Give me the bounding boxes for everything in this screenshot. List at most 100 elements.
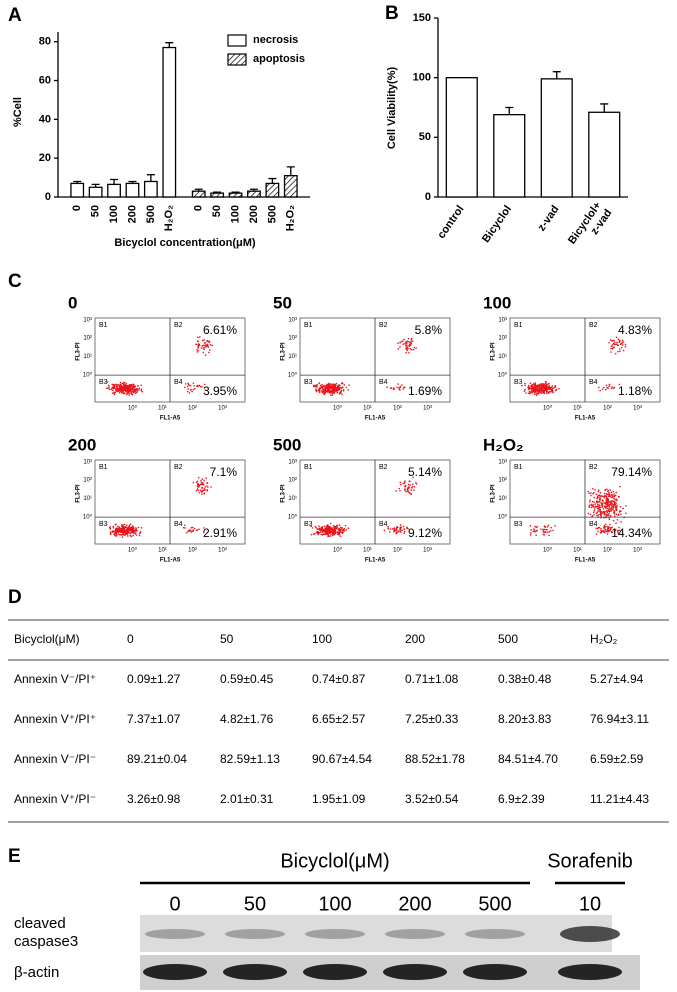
event-dot bbox=[546, 390, 548, 392]
event-dot bbox=[125, 393, 128, 396]
event-dot bbox=[410, 339, 413, 341]
event-dot bbox=[612, 506, 615, 509]
event-dot bbox=[524, 382, 526, 385]
event-dot bbox=[134, 392, 137, 394]
event-dot bbox=[323, 530, 325, 533]
event-dot bbox=[413, 485, 416, 488]
quadrant-label: B2 bbox=[379, 464, 388, 471]
lane-label: 50 bbox=[244, 893, 266, 915]
table-cell: Annexin V⁻/PI⁻ bbox=[14, 752, 96, 766]
event-dot bbox=[117, 530, 120, 533]
event-dot bbox=[614, 503, 617, 506]
event-dot bbox=[332, 533, 334, 535]
event-dot bbox=[396, 386, 398, 389]
y-tick-label: 10¹ bbox=[288, 496, 297, 502]
event-dot bbox=[391, 528, 394, 530]
event-dot bbox=[119, 381, 122, 384]
bar bbox=[107, 183, 121, 198]
event-dot bbox=[310, 533, 313, 536]
event-dot bbox=[331, 392, 333, 394]
event-dot bbox=[600, 510, 603, 513]
event-dot bbox=[527, 392, 530, 395]
group-label: Sorafenib bbox=[547, 850, 633, 872]
band bbox=[225, 929, 285, 939]
event-dot bbox=[201, 345, 204, 347]
event-dot bbox=[318, 525, 320, 527]
event-dot bbox=[119, 390, 122, 392]
event-dot bbox=[204, 486, 206, 488]
event-dot bbox=[607, 528, 609, 530]
event-dot bbox=[543, 392, 545, 395]
x-tick-label: 10³ bbox=[633, 406, 642, 412]
event-dot bbox=[615, 506, 618, 509]
quadrant-label: B2 bbox=[379, 322, 388, 329]
event-dot bbox=[134, 532, 137, 535]
event-dot bbox=[324, 390, 327, 393]
event-dot bbox=[619, 505, 622, 508]
event-dot bbox=[106, 387, 108, 390]
event-dot bbox=[202, 351, 205, 354]
event-dot bbox=[397, 531, 399, 533]
y-tick-label: 10¹ bbox=[498, 354, 507, 360]
event-dot bbox=[610, 347, 612, 350]
event-dot bbox=[129, 534, 132, 537]
event-dot bbox=[404, 484, 407, 487]
event-dot bbox=[543, 389, 545, 392]
event-dot bbox=[596, 514, 598, 517]
event-dot bbox=[318, 382, 321, 384]
event-dot bbox=[109, 532, 112, 535]
event-dot bbox=[399, 489, 401, 492]
error-bar bbox=[268, 177, 277, 184]
event-dot bbox=[117, 533, 120, 535]
event-dot bbox=[408, 480, 411, 483]
x-tick-label: 50 bbox=[90, 205, 102, 217]
event-dot bbox=[533, 530, 536, 533]
band bbox=[143, 964, 207, 980]
y-tick-label: 10¹ bbox=[498, 496, 507, 502]
bar bbox=[70, 182, 85, 198]
event-dot bbox=[123, 388, 126, 390]
legend-label: apoptosis bbox=[253, 53, 305, 65]
y-axis-label: FL3-PI bbox=[281, 484, 287, 503]
event-dot bbox=[407, 483, 410, 486]
event-dot bbox=[558, 387, 560, 390]
event-dot bbox=[401, 529, 403, 532]
event-dot bbox=[615, 502, 617, 504]
event-dot bbox=[403, 530, 406, 533]
event-dot bbox=[331, 394, 334, 396]
event-dot bbox=[542, 391, 544, 393]
y-tick-label: 10² bbox=[498, 478, 507, 484]
event-dot bbox=[324, 527, 326, 530]
band bbox=[303, 964, 367, 980]
percentage: 2.91% bbox=[203, 526, 237, 540]
event-dot bbox=[333, 386, 336, 389]
event-dot bbox=[123, 386, 126, 388]
event-dot bbox=[411, 340, 414, 343]
legend-swatch bbox=[227, 53, 247, 66]
event-dot bbox=[319, 385, 322, 387]
y-axis-label: FL3-PI bbox=[491, 484, 497, 503]
event-dot bbox=[129, 523, 132, 526]
event-dot bbox=[550, 391, 552, 393]
panel-label: C bbox=[8, 271, 22, 292]
event-dot bbox=[192, 526, 194, 529]
event-dot bbox=[549, 386, 551, 389]
event-dot bbox=[314, 525, 317, 528]
x-axis-label: Bicyclol concentration(μM) bbox=[114, 237, 256, 249]
event-dot bbox=[119, 533, 121, 536]
event-dot bbox=[119, 531, 122, 533]
event-dot bbox=[534, 382, 536, 384]
event-dot bbox=[324, 386, 326, 388]
event-dot bbox=[124, 533, 127, 536]
event-dot bbox=[614, 352, 617, 355]
percentage: 79.14% bbox=[611, 465, 652, 479]
event-dot bbox=[205, 344, 208, 346]
event-dot bbox=[597, 496, 599, 499]
event-dot bbox=[130, 535, 133, 538]
panel-label: A bbox=[8, 5, 22, 26]
event-dot bbox=[338, 527, 340, 530]
plot-title: H₂O₂ bbox=[483, 435, 524, 454]
event-dot bbox=[610, 501, 613, 504]
event-dot bbox=[618, 526, 620, 529]
event-dot bbox=[204, 344, 206, 347]
